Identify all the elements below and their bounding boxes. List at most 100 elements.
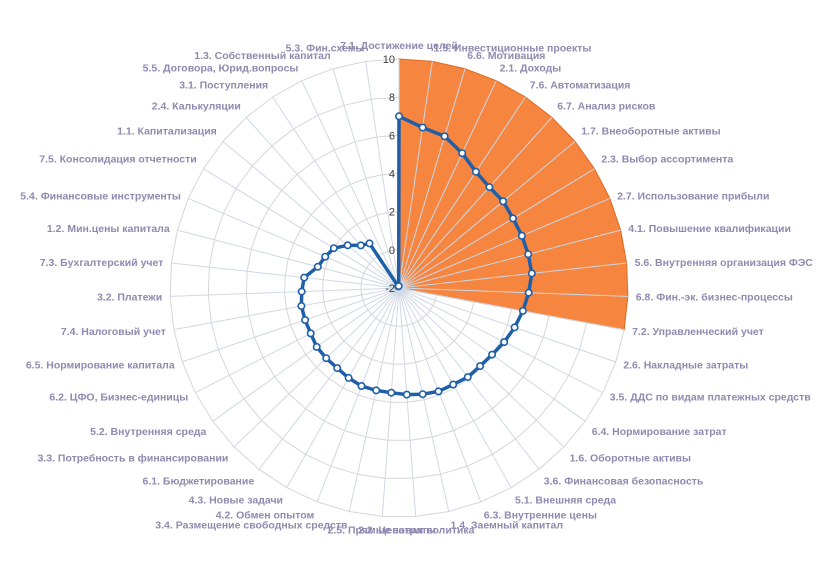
series-point (471, 167, 480, 176)
category-label: 2.4. Калькуляции (152, 101, 241, 113)
series-point (387, 388, 396, 397)
series-point (500, 338, 509, 347)
category-label: 5.6. Внутренняя организация ФЭС (635, 257, 814, 269)
category-label: 6.8. Фин.-эк. бизнес-процессы (636, 292, 793, 304)
category-label: 4.3. Новые задачи (189, 495, 283, 507)
spoke (398, 96, 526, 289)
category-label: 7.3. Бухгалтерский учет (40, 257, 164, 269)
spoke (301, 80, 400, 289)
category-label: 3.3. Потребность в финансировании (37, 453, 228, 465)
series-point (524, 250, 533, 259)
series-point (344, 373, 353, 382)
category-label: 1.4. Заемный капитал (451, 519, 564, 531)
series-point (458, 149, 467, 158)
series-point (329, 244, 338, 253)
spoke (398, 229, 621, 289)
category-label: 6.3. Внутренние цены (484, 509, 597, 521)
spoke (182, 287, 400, 363)
category-label: 6.6. Мотивация (467, 50, 545, 62)
spoke (398, 61, 433, 289)
category-label: 7.2. Управленческий учет (632, 326, 764, 338)
category-label: 1.2. Мин.цены капитала (47, 223, 170, 235)
series-point (301, 315, 310, 324)
spoke (398, 68, 466, 289)
series-point (527, 269, 536, 278)
series-point (517, 231, 526, 240)
category-label: 1.3. Собственный капитал (194, 50, 330, 62)
category-label: 1.1. Капитализация (117, 125, 217, 137)
spoke (348, 287, 400, 512)
series-point (402, 390, 411, 399)
tick-label: 10 (383, 54, 395, 66)
spoke (212, 287, 400, 422)
category-label: 3.2. Платежи (97, 292, 162, 304)
category-label: 4.1. Повышение квалификации (628, 223, 791, 235)
series-point (488, 350, 497, 359)
category-label: 5.2. Внутренняя среда (90, 426, 206, 438)
series-point (394, 282, 403, 291)
spoke (170, 287, 400, 297)
series-point (365, 239, 374, 248)
category-label: 2.5. Прямые затраты (328, 524, 436, 536)
series-point (333, 364, 342, 373)
series-point (356, 241, 365, 250)
spoke (173, 287, 400, 331)
tick-label: 0 (389, 245, 395, 257)
category-label: 1.5. Инвестиционные проекты (434, 43, 592, 55)
spoke (233, 287, 400, 448)
series-point (510, 323, 519, 332)
spoke (398, 168, 595, 289)
series-point (312, 342, 321, 351)
tick-label: 8 (389, 92, 395, 104)
radial-ticks: -2 0 2 4 6 8 10 (383, 54, 395, 295)
series-point (321, 252, 330, 261)
series-point (518, 306, 527, 315)
series-point (418, 390, 427, 399)
series-point (322, 354, 331, 363)
category-label: 3.4. Размещение свободных средств (155, 519, 348, 531)
category-label: 4.2. Обмен опытом (216, 509, 315, 521)
category-label: 2.7. Использование прибыли (617, 190, 769, 202)
series-point (357, 381, 366, 390)
category-label: 1.6. Оборотные активы (570, 453, 691, 465)
series-point (434, 387, 443, 396)
series-point (306, 329, 315, 338)
spoke (398, 287, 417, 517)
series-point (300, 273, 309, 282)
category-label: 5.1. Внешняя среда (515, 495, 616, 507)
series-point (524, 288, 533, 297)
category-label: 3.1. Поступления (179, 79, 268, 91)
series-point (508, 214, 517, 223)
spoke (398, 117, 553, 289)
category-label: 6.1. Бюджетирование (142, 476, 254, 488)
category-label: 6.5. Нормирование капитала (26, 360, 175, 372)
spoke (398, 262, 627, 289)
spoke (332, 68, 400, 289)
spoke (177, 229, 400, 289)
spoke (188, 197, 400, 289)
spoke (398, 287, 625, 331)
spoke (258, 287, 400, 470)
category-label: 5.5. Договора, Юрид.вопросы (143, 62, 299, 74)
category-label: 3.6. Финансовая безопасность (544, 476, 704, 488)
category-label: 7.1. Достижение целей (340, 40, 458, 52)
spoke (171, 262, 400, 289)
series-point (343, 241, 352, 250)
spoke (203, 168, 400, 289)
spoke (398, 197, 610, 289)
spoke (398, 287, 628, 297)
spoke (398, 80, 497, 289)
category-label: 2.3. Выбор ассортимента (601, 154, 733, 166)
spoke (365, 61, 400, 289)
spoke (222, 141, 400, 289)
series-point (440, 132, 449, 141)
series-point (372, 386, 381, 395)
series-point (297, 301, 306, 310)
series-point (463, 373, 472, 382)
series-point (449, 380, 458, 389)
category-label: 7.5. Консолидация отчетности (39, 154, 196, 166)
tick-label: 4 (389, 169, 395, 181)
category-label: 2.2. Ценовая политика (358, 524, 474, 536)
